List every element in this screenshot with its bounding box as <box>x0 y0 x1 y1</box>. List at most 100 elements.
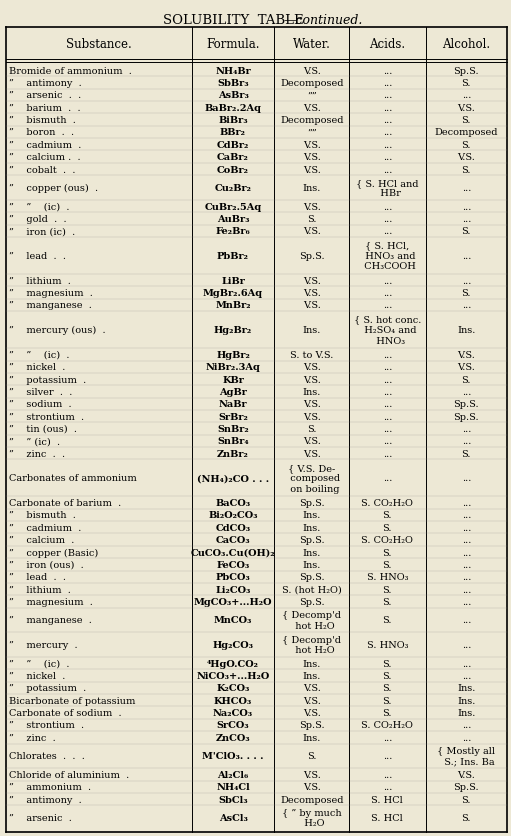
Text: Carbonates of ammonium: Carbonates of ammonium <box>9 474 137 483</box>
Text: V.S.: V.S. <box>303 104 320 113</box>
Text: Water.: Water. <box>293 38 331 50</box>
Text: V.S.: V.S. <box>457 104 475 113</box>
Text: S. CO₂H₂O: S. CO₂H₂O <box>361 498 413 507</box>
Text: (NH₄)₂CO . . .: (NH₄)₂CO . . . <box>197 474 269 483</box>
Text: ”    lead  .  .: ” lead . . <box>9 573 66 582</box>
Text: V.S.: V.S. <box>303 277 320 285</box>
Text: CdBr₂: CdBr₂ <box>217 140 249 150</box>
Text: S.: S. <box>307 215 316 224</box>
Text: Hg₂CO₃: Hg₂CO₃ <box>213 640 253 650</box>
Text: ”    strontium  .: ” strontium . <box>9 721 84 730</box>
Text: ”    potassium  .: ” potassium . <box>9 684 86 692</box>
Text: —continued.: —continued. <box>284 14 363 27</box>
Text: Decomposed: Decomposed <box>280 79 343 88</box>
Text: S.: S. <box>383 696 392 705</box>
Text: Chloride of aluminium  .: Chloride of aluminium . <box>9 770 129 779</box>
Text: PbBr₂: PbBr₂ <box>217 252 249 261</box>
Text: ”    antimony  .: ” antimony . <box>9 795 82 803</box>
Text: Substance.: Substance. <box>66 38 132 50</box>
Text: KHCO₃: KHCO₃ <box>214 696 252 705</box>
Text: Sp.S.: Sp.S. <box>299 721 324 730</box>
Text: HgBr₂: HgBr₂ <box>216 350 250 359</box>
Text: S.: S. <box>383 684 392 692</box>
Text: V.S.: V.S. <box>303 363 320 372</box>
Text: S.: S. <box>383 511 392 520</box>
Text: ...: ... <box>461 511 471 520</box>
Text: S.: S. <box>383 523 392 533</box>
Text: Sp.S.: Sp.S. <box>453 412 479 421</box>
Text: ”    bismuth  .: ” bismuth . <box>9 116 76 125</box>
Text: ””: ”” <box>307 91 317 100</box>
Text: Ins.: Ins. <box>457 696 475 705</box>
Text: ...: ... <box>461 573 471 582</box>
Text: ...: ... <box>461 91 471 100</box>
Text: ”    copper (Basic): ” copper (Basic) <box>9 548 99 557</box>
Text: MgBr₂.6Aq: MgBr₂.6Aq <box>203 288 263 298</box>
Text: S.: S. <box>307 425 316 433</box>
Text: Bromide of ammonium  .: Bromide of ammonium . <box>9 67 132 75</box>
Text: S.: S. <box>461 449 471 458</box>
Text: ...: ... <box>383 474 392 483</box>
Text: ...: ... <box>461 548 471 557</box>
Text: ...: ... <box>383 79 392 88</box>
Text: V.S.: V.S. <box>303 696 320 705</box>
Text: S.: S. <box>461 813 471 822</box>
Text: S.: S. <box>461 795 471 803</box>
Text: ”    manganese  .: ” manganese . <box>9 616 92 624</box>
Text: ...: ... <box>383 116 392 125</box>
Text: ”    ” (ic)  .: ” ” (ic) . <box>9 436 60 446</box>
Text: ...: ... <box>461 202 471 212</box>
Text: ”    sodium  .: ” sodium . <box>9 400 72 409</box>
Text: S. HCl: S. HCl <box>371 795 403 803</box>
Text: ...: ... <box>461 536 471 544</box>
Text: ”    cobalt  .  .: ” cobalt . . <box>9 166 76 175</box>
Text: V.S.: V.S. <box>457 153 475 162</box>
Text: Li₂CO₃: Li₂CO₃ <box>215 585 251 594</box>
Text: ...: ... <box>383 202 392 212</box>
Text: V.S.: V.S. <box>303 684 320 692</box>
Text: ”    cadmium  .: ” cadmium . <box>9 140 82 150</box>
Text: BaCO₃: BaCO₃ <box>216 498 250 507</box>
Text: AuBr₃: AuBr₃ <box>217 215 249 224</box>
Text: V.S.: V.S. <box>303 166 320 175</box>
Text: S. CO₂H₂O: S. CO₂H₂O <box>361 536 413 544</box>
Text: Hg₂Br₂: Hg₂Br₂ <box>214 326 252 334</box>
Text: ”    zinc  .  .: ” zinc . . <box>9 449 65 458</box>
Text: ...: ... <box>461 498 471 507</box>
Text: SbBr₃: SbBr₃ <box>217 79 249 88</box>
Text: Ins.: Ins. <box>303 560 321 569</box>
Text: FeCO₃: FeCO₃ <box>216 560 250 569</box>
Text: Sp.S.: Sp.S. <box>299 597 324 606</box>
Text: ”    ”    (ic)  .: ” ” (ic) . <box>9 659 69 668</box>
Text: V.S.: V.S. <box>303 708 320 717</box>
Text: Sp.S.: Sp.S. <box>299 498 324 507</box>
Text: { S. HCl and
  HBr: { S. HCl and HBr <box>356 179 419 198</box>
Text: S.: S. <box>383 708 392 717</box>
Text: Decomposed: Decomposed <box>280 116 343 125</box>
Text: ...: ... <box>383 140 392 150</box>
Text: Carbonate of barium  .: Carbonate of barium . <box>9 498 122 507</box>
Text: V.S.: V.S. <box>457 770 475 779</box>
Text: ”    nickel  .: ” nickel . <box>9 671 65 681</box>
Text: V.S.: V.S. <box>457 363 475 372</box>
Text: ...: ... <box>383 436 392 446</box>
Text: ”    lithium  .: ” lithium . <box>9 585 71 594</box>
Text: Chlorates  .  .  .: Chlorates . . . <box>9 752 85 761</box>
Text: ...: ... <box>461 215 471 224</box>
Text: S.: S. <box>461 288 471 298</box>
Text: V.S.: V.S. <box>303 375 320 384</box>
Text: K₂CO₃: K₂CO₃ <box>216 684 250 692</box>
Text: ...: ... <box>461 301 471 310</box>
Text: ...: ... <box>383 770 392 779</box>
Text: ”    manganese  .: ” manganese . <box>9 301 92 310</box>
Text: SrBr₂: SrBr₂ <box>218 412 248 421</box>
Text: ”    calcium .  .: ” calcium . . <box>9 153 81 162</box>
Text: ...: ... <box>461 597 471 606</box>
Text: S. HNO₃: S. HNO₃ <box>366 640 408 650</box>
Text: ”    bismuth  .: ” bismuth . <box>9 511 76 520</box>
Text: Sp.S.: Sp.S. <box>453 400 479 409</box>
Text: Al₂Cl₆: Al₂Cl₆ <box>217 770 249 779</box>
Text: ”    iron (ous)  .: ” iron (ous) . <box>9 560 84 569</box>
Text: ”    lithium  .: ” lithium . <box>9 277 71 285</box>
Text: ...: ... <box>461 640 471 650</box>
